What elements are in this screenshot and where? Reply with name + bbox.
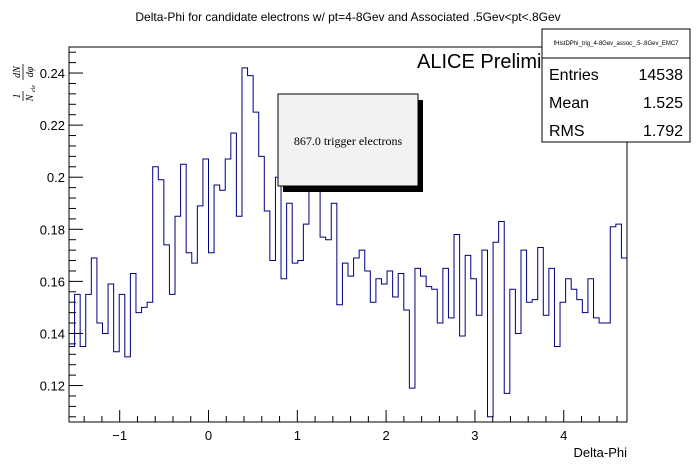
x-tick-label: 0 bbox=[205, 428, 212, 443]
stats-entries-value: 14538 bbox=[639, 67, 684, 84]
y-label-dphi: dφ bbox=[25, 66, 36, 77]
y-axis-label: 1 N ele dN dφ bbox=[12, 64, 37, 102]
stats-box-frame bbox=[541, 28, 691, 143]
trigger-note-box bbox=[277, 93, 419, 187]
chart-title: Delta-Phi for candidate electrons w/ pt=… bbox=[135, 10, 560, 24]
stats-mean-key: Mean bbox=[549, 95, 589, 112]
stats-rms-key: RMS bbox=[549, 123, 585, 140]
x-tick-label: 4 bbox=[560, 428, 567, 443]
y-tick-label: 0.24 bbox=[40, 66, 65, 81]
y-tick-label: 0.22 bbox=[40, 118, 65, 133]
stats-box: fHistDPhi_trig_4-8Gev_assoc_.5-.8Gev_EMC… bbox=[541, 28, 691, 143]
stats-entries-key: Entries bbox=[549, 67, 599, 84]
plot-frame bbox=[68, 46, 628, 423]
y-tick-label: 0.18 bbox=[40, 222, 65, 237]
y-label-dn: dN bbox=[12, 65, 23, 78]
stats-rms-value: 1.792 bbox=[643, 123, 683, 140]
y-tick-label: 0.14 bbox=[40, 326, 65, 341]
histogram-line bbox=[69, 67, 627, 418]
y-tick-label: 0.12 bbox=[40, 379, 65, 394]
stats-mean-value: 1.525 bbox=[643, 95, 683, 112]
y-label-one: 1 bbox=[12, 94, 23, 99]
x-axis-ticks: −1 0 1 2 3 4 bbox=[83, 410, 618, 443]
y-label-n: N bbox=[25, 93, 36, 102]
y-tick-label: 0.16 bbox=[40, 274, 65, 289]
y-label-n-sub: ele bbox=[31, 85, 37, 92]
trigger-note-text: 867.0 trigger electrons bbox=[294, 134, 403, 148]
alice-preliminary-label: ALICE Preliminary bbox=[417, 51, 580, 73]
x-tick-label: 2 bbox=[382, 428, 389, 443]
x-tick-label: −1 bbox=[112, 428, 127, 443]
y-axis-ticks: 0.12 0.14 0.16 0.18 0.2 0.22 0.24 bbox=[40, 51, 83, 418]
x-axis-label: Delta-Phi bbox=[574, 445, 628, 460]
x-tick-label: 1 bbox=[294, 428, 301, 443]
x-tick-label: 3 bbox=[471, 428, 478, 443]
y-tick-label: 0.2 bbox=[47, 170, 65, 185]
stats-histogram-name: fHistDPhi_trig_4-8Gev_assoc_.5-.8Gev_EMC… bbox=[553, 41, 679, 47]
